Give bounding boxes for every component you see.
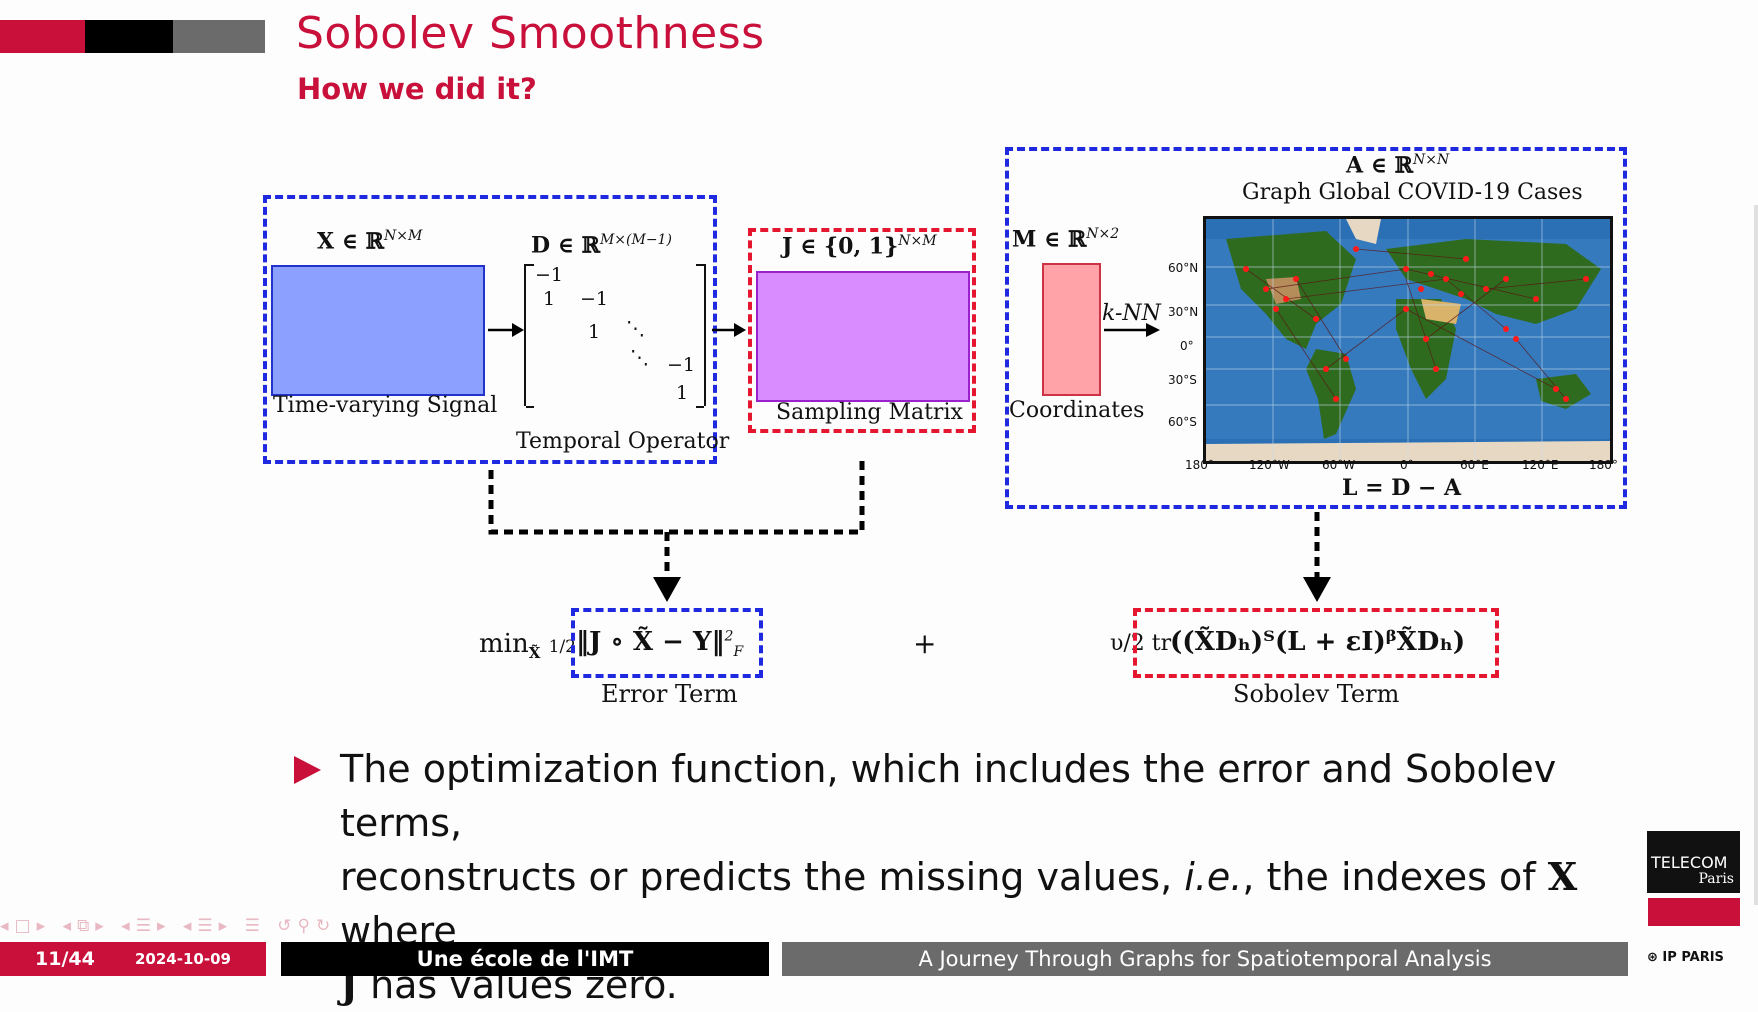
scrollbar[interactable] (1754, 205, 1758, 905)
d-entry: −1 (535, 264, 564, 286)
nav-frame-icon[interactable]: ◂□▸ (0, 916, 52, 936)
arrow-right-icon (488, 323, 524, 337)
lon-tick: 180° (1185, 458, 1214, 472)
bullet-marker-icon (294, 756, 321, 784)
nav-search-icon[interactable]: ↺⚲↻ (277, 916, 337, 936)
d-entry: ⋱ (626, 318, 645, 340)
d-matrix: −1 1 −1 1 ⋱ ⋱ −1 1 (524, 264, 706, 408)
d-entry: −1 (580, 288, 609, 310)
page-number: 11/44 (35, 948, 95, 970)
slide-title: Sobolev Smoothness (296, 8, 765, 59)
d-caption: Temporal Operator (516, 429, 730, 454)
bullet-text: The optimization function, which include… (340, 742, 1620, 1012)
lon-tick: 0° (1400, 458, 1414, 472)
j-matrix-rect (756, 271, 970, 402)
plus-sign: + (913, 627, 937, 660)
lat-tick: 30°N (1168, 305, 1199, 319)
lon-tick: 120°W (1249, 458, 1290, 472)
lon-tick: 120°E (1522, 458, 1559, 472)
j-label: J ∈ {0, 1}N×M (782, 233, 937, 260)
nav-toc-icon[interactable]: ☰ (244, 916, 266, 936)
lat-tick: 30°S (1168, 373, 1197, 387)
lon-tick: 180° (1589, 458, 1618, 472)
d-entry: 1 (543, 288, 556, 310)
footer-page: 11/44 2024-10-09 (0, 942, 266, 976)
connector-right (1303, 512, 1331, 602)
lat-tick: 60°S (1168, 415, 1197, 429)
m-matrix-rect (1042, 263, 1101, 396)
x-label: X ∈ ℝN×M (317, 228, 423, 255)
laplacian-label: L = D − A (1342, 475, 1462, 501)
lon-tick: 60°W (1322, 458, 1356, 472)
d-entry: −1 (667, 354, 696, 376)
graph-title: Graph Global COVID-19 Cases (1242, 180, 1583, 205)
j-caption: Sampling Matrix (776, 400, 963, 425)
sobolev-term-box (1133, 608, 1499, 678)
x-matrix-rect (271, 265, 485, 396)
institution-label: Une école de l'IMT (416, 947, 634, 971)
min-operator: minX̃ 1/2 (479, 629, 576, 663)
talk-title: A Journey Through Graphs for Spatiotempo… (918, 947, 1492, 971)
nav-doc-icon[interactable]: ◂☰▸ (182, 916, 234, 936)
ip-paris-logo: ⊛ IP PARIS (1647, 950, 1724, 965)
date: 2024-10-09 (135, 950, 231, 968)
nav-section-icon[interactable]: ◂☰▸ (121, 916, 172, 936)
connector-left (488, 460, 865, 602)
imt-logo (1648, 898, 1740, 926)
x-caption: Time-varying Signal (273, 393, 498, 418)
world-map (1203, 216, 1613, 464)
sobolev-expression: ((X̃Dₕ)ᵀ(L + εI)ᵝX̃Dₕ) (1170, 627, 1466, 657)
footer-title: A Journey Through Graphs for Spatiotempo… (782, 942, 1628, 976)
nav-subsection-icon[interactable]: ◂⧉▸ (62, 916, 110, 936)
d-label: D ∈ ℝM×(M−1) (531, 232, 672, 259)
slide-subtitle: How we did it? (297, 72, 537, 106)
d-entry: 1 (588, 321, 601, 343)
d-entry: 1 (676, 382, 689, 404)
m-label: M ∈ ℝN×2 (1012, 226, 1120, 253)
sobolev-prefix: υ/2 tr (1110, 631, 1172, 656)
covid-graph-map (1206, 219, 1610, 461)
footer-institution: Une école de l'IMT (281, 942, 769, 976)
sobolev-caption: Sobolev Term (1233, 680, 1400, 708)
lon-tick: 60°E (1460, 458, 1489, 472)
error-expression: ‖J ∘ X̃ − Y‖2F (576, 627, 744, 661)
lat-tick: 0° (1180, 339, 1194, 353)
telecom-logo: TELECOM Paris (1647, 831, 1740, 893)
bullet-line: The optimization function, which include… (340, 747, 1557, 845)
knn-label: k-NN (1102, 301, 1161, 326)
sampling-matrix-box (748, 228, 976, 433)
arrow-right-icon (1104, 323, 1160, 337)
a-label: A ∈ ℝN×N (1346, 152, 1450, 179)
bullet-line: reconstructs or predicts the missing val… (340, 854, 1578, 953)
graph-construction-box (1005, 147, 1627, 509)
d-entry: ⋱ (630, 347, 649, 369)
error-caption: Error Term (601, 680, 738, 708)
error-term-box (571, 608, 763, 678)
m-caption: Coordinates (1009, 398, 1145, 423)
ip-paris-icon: ⊛ (1647, 950, 1663, 965)
beamer-navigation[interactable]: ◂□▸ ◂⧉▸ ◂☰▸ ◂☰▸ ☰ ↺⚲↻ (0, 916, 336, 936)
arrow-right-icon (712, 323, 746, 337)
lat-tick: 60°N (1168, 261, 1199, 275)
